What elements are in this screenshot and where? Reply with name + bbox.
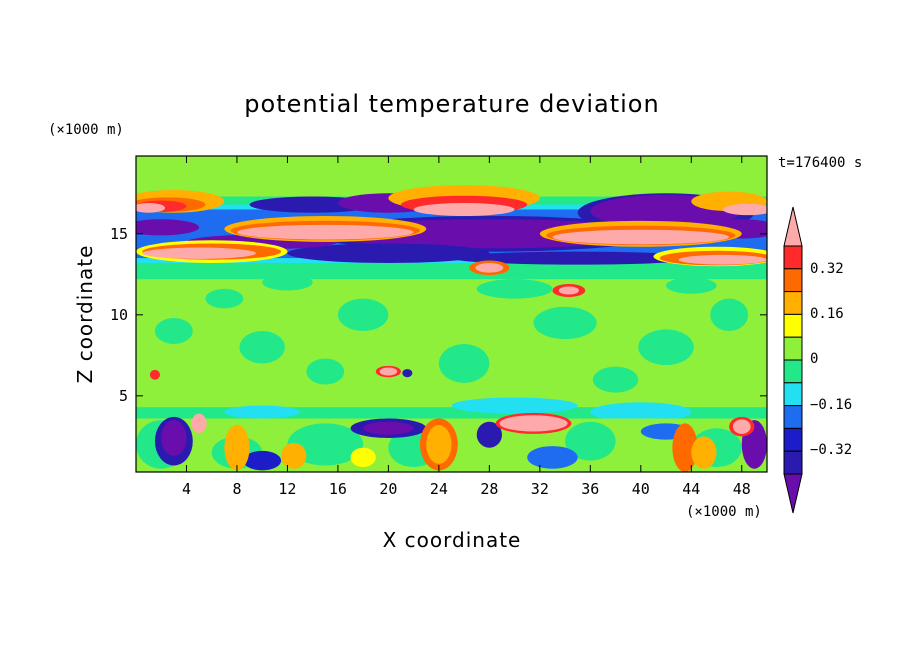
y-tick-label: 15	[110, 225, 128, 243]
field-blob	[136, 202, 166, 213]
x-tick-label: 16	[329, 480, 347, 498]
field-blob	[426, 425, 452, 464]
x-axis-label: X coordinate	[383, 528, 522, 552]
field-blob	[672, 423, 698, 472]
field-blob	[281, 442, 307, 469]
colorbar-min-arrow	[783, 473, 803, 514]
field-blob	[533, 306, 597, 340]
colorbar-box	[783, 313, 803, 338]
x-tick-label: 28	[480, 480, 498, 498]
colorbar-max-arrow	[783, 206, 803, 247]
colorbar-tick-label: 0.32	[810, 261, 844, 277]
field-blob	[499, 415, 568, 432]
field-blob	[678, 254, 767, 265]
chart-title: potential temperature deviation	[244, 90, 659, 118]
field-blob	[239, 331, 285, 364]
field-blob	[476, 421, 502, 448]
field-blob	[666, 277, 717, 294]
field-blob	[287, 423, 364, 466]
colorbar-box	[783, 291, 803, 315]
plot-frame	[135, 155, 768, 473]
field-blob	[475, 262, 504, 273]
field-blob	[638, 329, 694, 366]
x-tick-label: 8	[232, 480, 241, 498]
y-tick-label: 10	[110, 306, 128, 324]
field-blob	[154, 318, 193, 344]
x-tick-label: 24	[430, 480, 448, 498]
field-blob	[379, 367, 398, 376]
x-tick-label: 48	[733, 480, 751, 498]
field-blob	[287, 243, 490, 263]
field-blob	[710, 298, 749, 332]
field-blob	[732, 419, 751, 434]
colorbar: 0.32 0.16 0 −0.16 −0.32	[783, 206, 852, 514]
field-blob	[558, 286, 579, 295]
field-blob	[205, 288, 244, 309]
field-blob	[527, 446, 578, 469]
field-blob	[590, 402, 692, 422]
field-blob	[722, 203, 767, 216]
field-blob	[136, 219, 200, 236]
heatmap-field	[136, 156, 767, 472]
x-unit-label: (×1000 m)	[686, 504, 762, 520]
field-blob	[413, 202, 515, 216]
field-blob	[363, 421, 414, 435]
field-blob	[191, 413, 207, 434]
colorbar-box	[783, 382, 803, 407]
x-tick-label: 44	[682, 480, 700, 498]
time-label: t=176400 s	[778, 155, 862, 171]
y-unit-label: (×1000 m)	[48, 122, 124, 138]
colorbar-tick-label: −0.32	[810, 442, 852, 458]
colorbar-tick-label: −0.16	[810, 397, 852, 413]
field-blob	[552, 229, 730, 245]
field-blob	[306, 358, 345, 385]
colorbar-box	[783, 405, 803, 429]
x-tick-label: 12	[278, 480, 296, 498]
x-tick-label: 36	[581, 480, 599, 498]
field-blob	[691, 436, 717, 469]
field-blob	[350, 447, 376, 468]
field-blob	[438, 343, 490, 383]
field-blob	[476, 279, 553, 299]
colorbar-box	[783, 268, 803, 293]
field-blob	[243, 450, 282, 471]
field-blob	[224, 405, 301, 419]
field-blob	[149, 369, 160, 380]
x-tick-label: 40	[632, 480, 650, 498]
colorbar-box	[783, 245, 803, 270]
field-blob	[565, 421, 616, 461]
colorbar-box	[783, 427, 803, 452]
field-blob	[451, 251, 704, 265]
field-blob	[451, 397, 578, 414]
field-blob	[142, 247, 256, 259]
colorbar-box	[783, 450, 803, 475]
x-tick-label: 20	[379, 480, 397, 498]
x-tick-label: 32	[531, 480, 549, 498]
colorbar-tick-label: 0.16	[810, 306, 844, 322]
y-axis: 5 10 15	[110, 225, 767, 405]
colorbar-box	[783, 336, 803, 361]
field-blob	[337, 298, 389, 332]
x-tick-label: 4	[182, 480, 191, 498]
field-blob	[402, 369, 413, 378]
field-blob	[236, 224, 414, 240]
field-blob	[592, 366, 639, 393]
colorbar-box	[783, 359, 803, 384]
y-tick-label: 5	[119, 387, 128, 405]
x-axis: 4 8 12 16 20 24 28 32 36 40 44 48	[182, 156, 751, 498]
y-axis-label: Z coordinate	[73, 245, 97, 384]
field-blob	[161, 420, 187, 456]
field-blob	[224, 425, 250, 471]
colorbar-tick-label: 0	[810, 351, 818, 367]
